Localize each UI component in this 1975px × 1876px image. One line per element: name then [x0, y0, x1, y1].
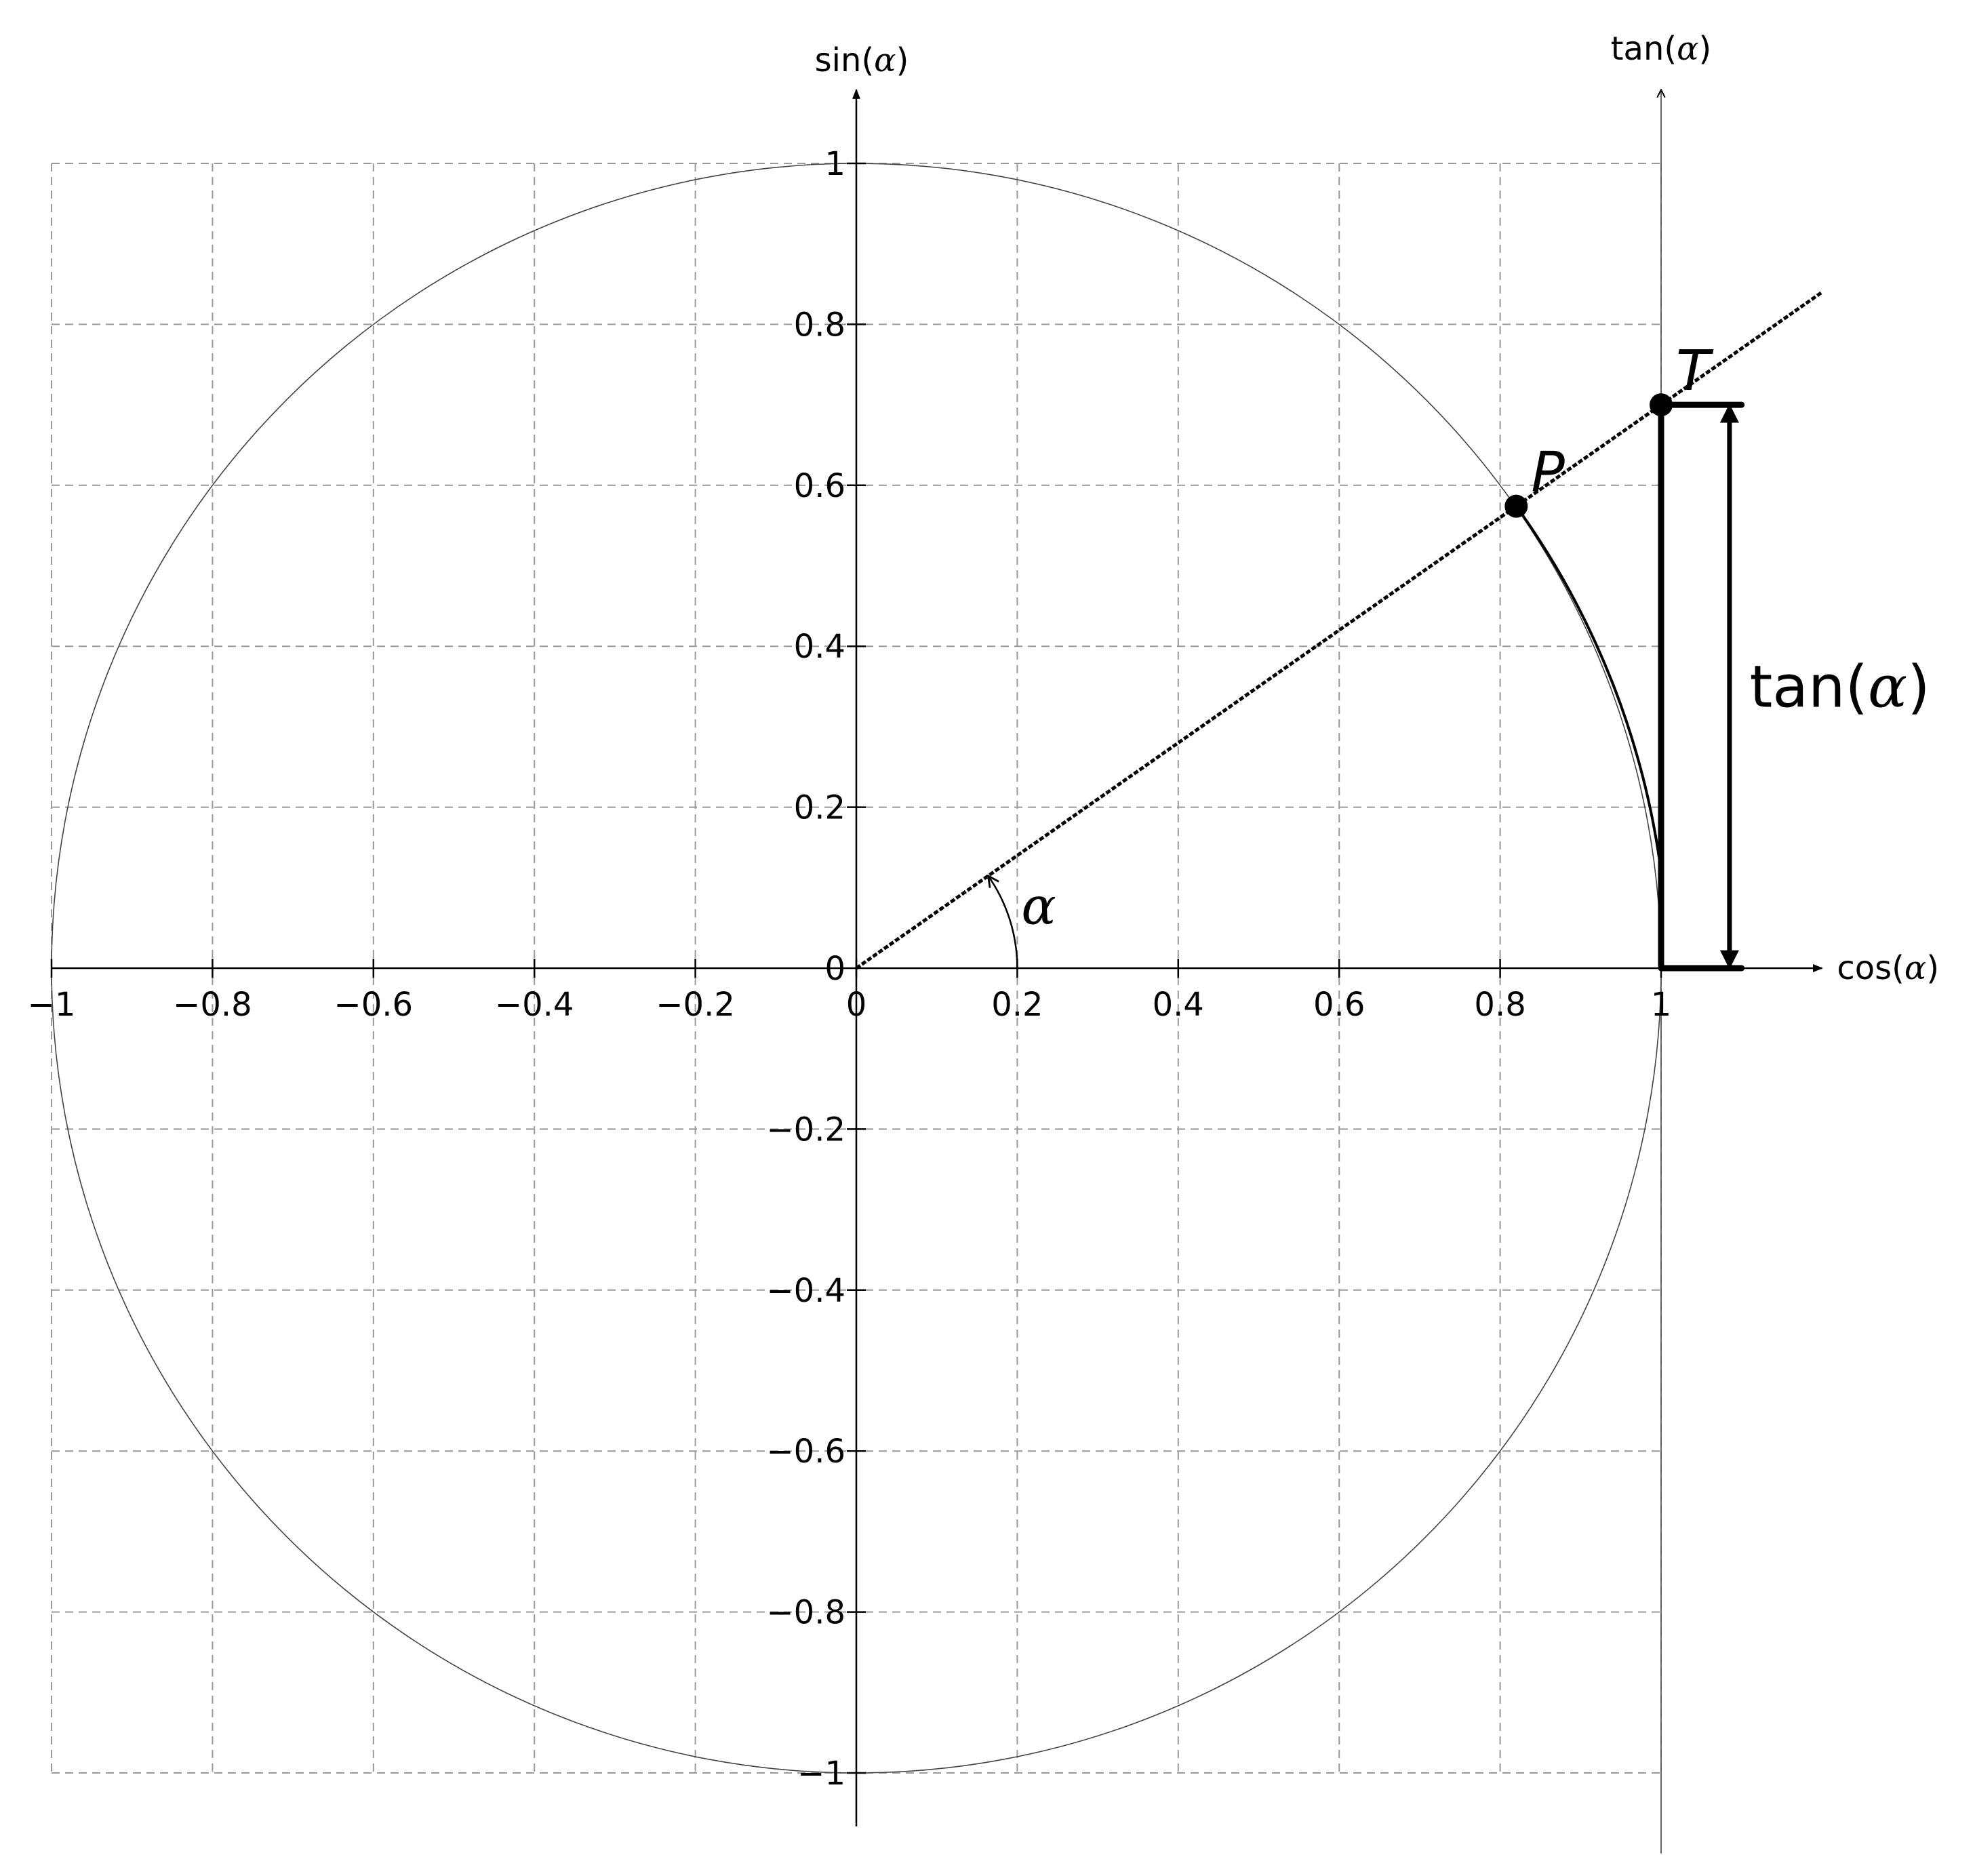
y-tick-label: −0.2: [766, 1111, 845, 1149]
x-tick-label: −1: [28, 986, 76, 1024]
y-axis-ticks: −1 −0.8 −0.6 −0.4 −0.2 0 0.2 0.4 0.6 0.8 1: [766, 145, 866, 1793]
x-tick-label: −0.2: [656, 986, 735, 1024]
x-tick-label: 0.6: [1313, 986, 1365, 1024]
x-axis-label: cos(α): [1837, 949, 1939, 987]
x-tick-label: 0.2: [991, 986, 1043, 1024]
y-tick-label: 0.4: [794, 628, 845, 666]
y-tick-label: −0.6: [766, 1433, 845, 1471]
x-tick-label: 0.8: [1474, 986, 1525, 1024]
points: PT: [1504, 339, 1714, 518]
angle-alpha-arc: [988, 876, 1018, 969]
y-tick-label: −0.8: [766, 1594, 845, 1632]
angle-alpha-label: α: [1021, 876, 1056, 936]
x-tick-label: −0.4: [495, 986, 574, 1024]
tangent-length-label: tan(α): [1750, 654, 1930, 721]
y-tick-label: −1: [797, 1755, 845, 1793]
x-tick-label: 1: [1651, 986, 1672, 1024]
y-axis-label: sin(α): [815, 41, 909, 79]
y-tick-label: −0.4: [766, 1272, 845, 1310]
tangent-axis-label: tan(α): [1611, 30, 1712, 68]
x-tick-label: −0.6: [334, 986, 414, 1024]
x-tick-label: 0: [846, 986, 867, 1024]
point-t-marker: [1650, 393, 1673, 417]
point-p-marker: [1504, 494, 1528, 518]
x-tick-label: −0.8: [173, 986, 252, 1024]
arc-p-to-x-axis: [1515, 505, 1662, 872]
y-tick-label: 1: [824, 145, 845, 183]
x-axis-ticks: −1 −0.8 −0.6 −0.4 −0.2 0 0.2 0.4 0.6 0.8 1: [28, 959, 1672, 1024]
point-p-label: P: [1531, 441, 1565, 505]
y-tick-label: 0.8: [794, 306, 845, 344]
x-tick-label: 0.4: [1153, 986, 1204, 1024]
y-tick-label: 0.2: [794, 789, 845, 827]
y-tick-label: 0.6: [794, 467, 845, 505]
point-t-label: T: [1676, 339, 1714, 403]
y-tick-label: 0: [824, 950, 845, 988]
